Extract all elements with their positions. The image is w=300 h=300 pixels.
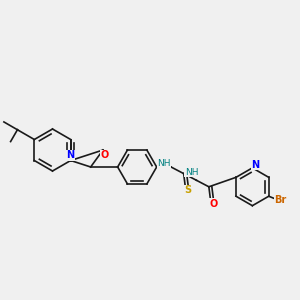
Text: S: S bbox=[184, 185, 191, 195]
Text: O: O bbox=[209, 199, 218, 208]
Text: N: N bbox=[67, 150, 75, 160]
Text: NH: NH bbox=[185, 168, 198, 177]
Text: NH: NH bbox=[158, 159, 171, 168]
Text: O: O bbox=[100, 150, 109, 161]
Text: N: N bbox=[251, 160, 260, 170]
Text: Br: Br bbox=[274, 195, 287, 205]
